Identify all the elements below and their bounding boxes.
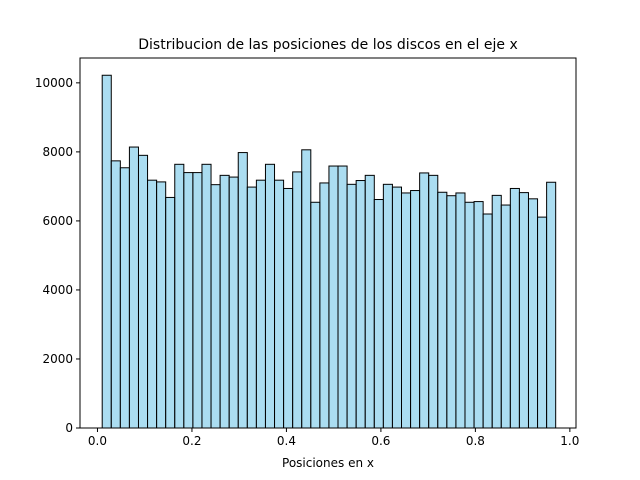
y-tick-label: 6000 [42, 214, 73, 228]
y-tick-label: 4000 [42, 283, 73, 297]
histogram-bar [346, 183, 357, 429]
histogram-bar [410, 190, 421, 429]
histogram-bar [165, 196, 176, 429]
histogram-bar [201, 163, 212, 429]
histogram-bar [437, 191, 448, 429]
x-tick-label: 1.0 [560, 434, 579, 448]
histogram-bar [473, 201, 484, 429]
histogram-bar [464, 201, 475, 429]
histogram-bar [101, 74, 112, 429]
histogram-bar [319, 182, 330, 429]
histogram-bar [283, 187, 294, 429]
y-tick-label: 0 [65, 421, 73, 435]
histogram-bar [137, 154, 149, 429]
y-axis-ticks: 0 2000 4000 6000 8000 10000 [35, 76, 80, 435]
histogram-bar [264, 163, 276, 429]
x-axis-label: Posiciones en x [282, 456, 374, 470]
histogram-bar [192, 172, 203, 429]
chart-title: Distribucion de las posiciones de los di… [138, 37, 517, 53]
histogram-bar [110, 160, 121, 429]
histogram-bar [119, 167, 130, 429]
x-tick-label: 0.4 [277, 434, 296, 448]
histogram-bar [537, 216, 548, 429]
histogram-bar [228, 176, 239, 429]
histogram-bar [391, 186, 403, 429]
histogram-bar [500, 204, 511, 429]
histogram-bar [274, 179, 285, 429]
histogram-bar [246, 186, 257, 429]
histogram-bar [292, 171, 303, 429]
histogram-bar [446, 195, 457, 429]
histogram-bar [328, 165, 339, 429]
y-tick-label: 10000 [35, 76, 73, 90]
histogram-bar [255, 179, 266, 429]
histogram-bar [310, 201, 321, 429]
histogram-bar [156, 181, 167, 429]
histogram-bar [219, 174, 230, 429]
histogram-bar [382, 183, 393, 429]
x-axis-ticks: 0.0 0.2 0.4 0.6 0.8 1.0 [88, 428, 579, 448]
y-tick-label: 8000 [42, 145, 73, 159]
histogram-bar [491, 194, 502, 429]
histogram-bar [518, 192, 529, 429]
histogram-bar [237, 152, 248, 429]
plot-frame [79, 57, 577, 429]
histogram-bar [455, 192, 466, 429]
histogram-bar [174, 163, 185, 429]
x-tick-label: 0.8 [466, 434, 485, 448]
histogram-bar [183, 172, 194, 429]
histogram-bar [210, 184, 221, 429]
x-tick-label: 0.2 [182, 434, 201, 448]
histogram-bar [527, 198, 539, 429]
y-tick-label: 2000 [42, 352, 73, 366]
histogram-bar [419, 172, 430, 429]
histogram-bar [355, 180, 366, 429]
histogram-bar [428, 174, 439, 429]
histogram-bar [147, 179, 158, 429]
histogram-bar [509, 187, 520, 429]
histogram-bar [337, 165, 348, 429]
histogram-bar [401, 192, 412, 429]
histogram-bar [482, 213, 493, 429]
histogram-bar [301, 149, 312, 429]
histogram-bar [546, 181, 557, 429]
x-tick-label: 0.0 [88, 434, 107, 448]
x-tick-label: 0.6 [371, 434, 390, 448]
histogram-bar [364, 174, 375, 429]
histogram-bar [128, 146, 139, 429]
histogram-bar [373, 199, 384, 429]
